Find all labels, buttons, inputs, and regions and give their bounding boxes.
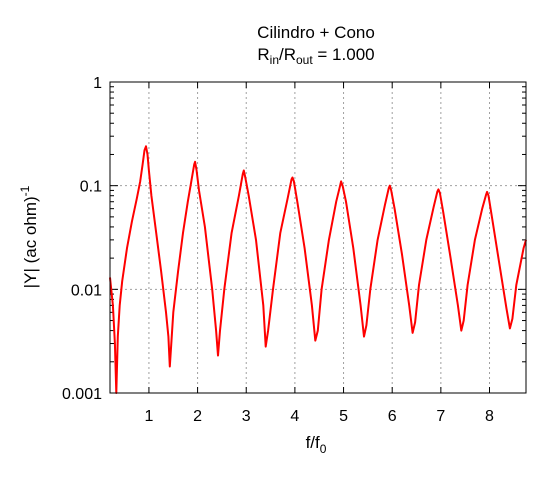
y-axis-title: |Y| (ac ohm)-1 bbox=[18, 185, 40, 288]
y-tick-label: 0.01 bbox=[71, 282, 102, 299]
x-tick-label: 7 bbox=[436, 408, 445, 425]
y-tick-label: 0.001 bbox=[62, 386, 102, 403]
x-axis-title: f/f0 bbox=[306, 433, 327, 456]
x-tick-label: 4 bbox=[290, 408, 299, 425]
x-tick-label: 2 bbox=[193, 408, 202, 425]
chart-title-line2: Rin/Rout = 1.000 bbox=[257, 45, 374, 67]
x-tick-label: 6 bbox=[388, 408, 397, 425]
x-tick-label: 5 bbox=[339, 408, 348, 425]
x-tick-label: 8 bbox=[485, 408, 494, 425]
ticks: 1 2 3 4 5 6 7 8 0.001 0.01 0.1 1 bbox=[62, 75, 526, 425]
y-tick-label: 1 bbox=[93, 75, 102, 92]
grid bbox=[110, 82, 526, 393]
chart-title-line1: Cilindro + Cono bbox=[257, 23, 375, 42]
y-tick-label: 0.1 bbox=[80, 179, 102, 196]
x-tick-label: 3 bbox=[242, 408, 251, 425]
series-line bbox=[109, 145, 527, 394]
series-layer bbox=[109, 145, 527, 394]
plot-frame bbox=[109, 81, 527, 394]
x-tick-label: 1 bbox=[144, 408, 153, 425]
